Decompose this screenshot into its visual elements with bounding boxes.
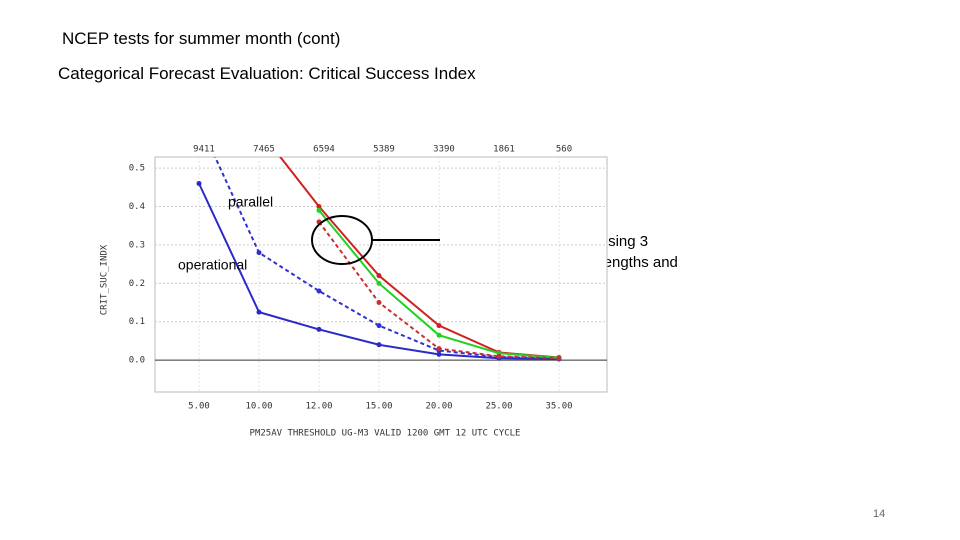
data-point [376, 280, 382, 286]
x-tick-label: 20.00 [425, 402, 452, 412]
data-point [316, 204, 322, 210]
slide-title: NCEP tests for summer month (cont) [62, 29, 341, 48]
x-tick-label: 5.00 [188, 402, 210, 412]
page-number: 14 [873, 508, 886, 520]
top-count: 1861 [493, 145, 515, 155]
x-tick-label: 10.00 [245, 402, 272, 412]
data-point [316, 207, 322, 213]
data-point [436, 332, 442, 338]
data-point [436, 323, 442, 329]
x-axis-label: PM25AV THRESHOLD UG-M3 VALID 1200 GMT 12… [250, 429, 521, 439]
x-tick-label: 35.00 [545, 402, 572, 412]
data-point [376, 342, 382, 348]
data-point [257, 127, 262, 132]
top-count: 3390 [433, 145, 455, 155]
y-tick-label: 0.1 [129, 317, 145, 327]
top-count: 9411 [193, 145, 215, 155]
y-tick-label: 0.4 [129, 202, 145, 212]
data-point [376, 323, 382, 329]
data-point [376, 300, 382, 306]
y-tick-label: 0.3 [129, 240, 145, 250]
plot [155, 120, 607, 392]
data-point [556, 355, 562, 361]
data-point [316, 288, 322, 294]
y-tick-label: 0.0 [129, 356, 145, 366]
y-tick-label: 0.2 [129, 279, 145, 289]
y-axis-label: CRIT_SUC_INDX [100, 244, 110, 315]
slide-subtitle: Categorical Forecast Evaluation: Critica… [58, 64, 476, 83]
data-point [256, 250, 262, 256]
top-count: 6594 [313, 145, 335, 155]
x-tick-label: 25.00 [485, 402, 512, 412]
series-label: parallel [228, 194, 273, 210]
data-point [197, 120, 202, 125]
data-point [496, 353, 502, 359]
data-point [436, 351, 442, 357]
data-point [196, 180, 202, 186]
data-point [376, 273, 382, 279]
x-tick-label: 12.00 [305, 402, 332, 412]
top-count: 5389 [373, 145, 395, 155]
top-count: 560 [556, 145, 572, 155]
x-tick-label: 15.00 [365, 402, 392, 412]
y-tick-label: 0.5 [129, 164, 145, 174]
top-count: 7465 [253, 145, 275, 155]
data-point [436, 346, 442, 352]
data-point [256, 309, 262, 315]
series-label: operational [178, 257, 247, 273]
data-point [316, 326, 322, 332]
